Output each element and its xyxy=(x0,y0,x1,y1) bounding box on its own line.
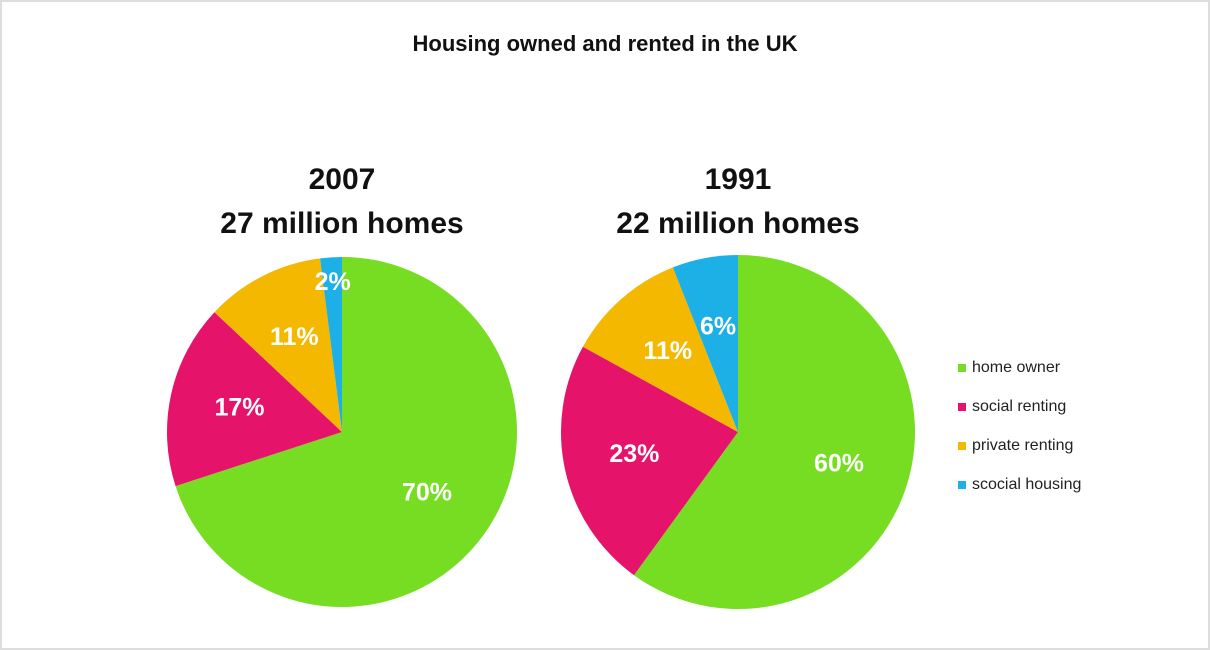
pie-slice xyxy=(167,312,342,487)
pie-subtitle: 22 million homes xyxy=(616,207,859,240)
pie-slice xyxy=(175,257,517,607)
pie-slice xyxy=(672,255,738,432)
legend-swatch xyxy=(958,364,966,372)
value-label: 60% xyxy=(814,449,864,477)
pie-title: 2007 xyxy=(309,163,376,196)
pie-slice xyxy=(633,255,916,610)
pie-slice xyxy=(320,257,342,432)
pie-title: 1991 xyxy=(705,163,772,196)
chart-title: Housing owned and rented in the UK xyxy=(413,31,798,56)
pie-slice xyxy=(561,346,738,576)
legend-label: home owner xyxy=(972,359,1061,376)
pie-slice xyxy=(214,258,342,432)
value-label: 6% xyxy=(700,312,736,340)
value-label: 17% xyxy=(215,394,265,422)
value-label: 70% xyxy=(402,478,452,506)
value-label: 11% xyxy=(270,323,319,351)
legend-label: private renting xyxy=(972,437,1073,454)
legend-swatch xyxy=(958,403,966,411)
value-label: 11% xyxy=(643,337,692,365)
legend-label: scocial housing xyxy=(972,476,1081,493)
pie-subtitle: 27 million homes xyxy=(220,207,463,240)
value-label: 23% xyxy=(609,440,659,468)
pie-slice xyxy=(582,267,738,432)
legend-swatch xyxy=(958,442,966,450)
legend-label: social renting xyxy=(972,398,1066,415)
value-label: 2% xyxy=(315,268,351,296)
legend-swatch xyxy=(958,481,966,489)
